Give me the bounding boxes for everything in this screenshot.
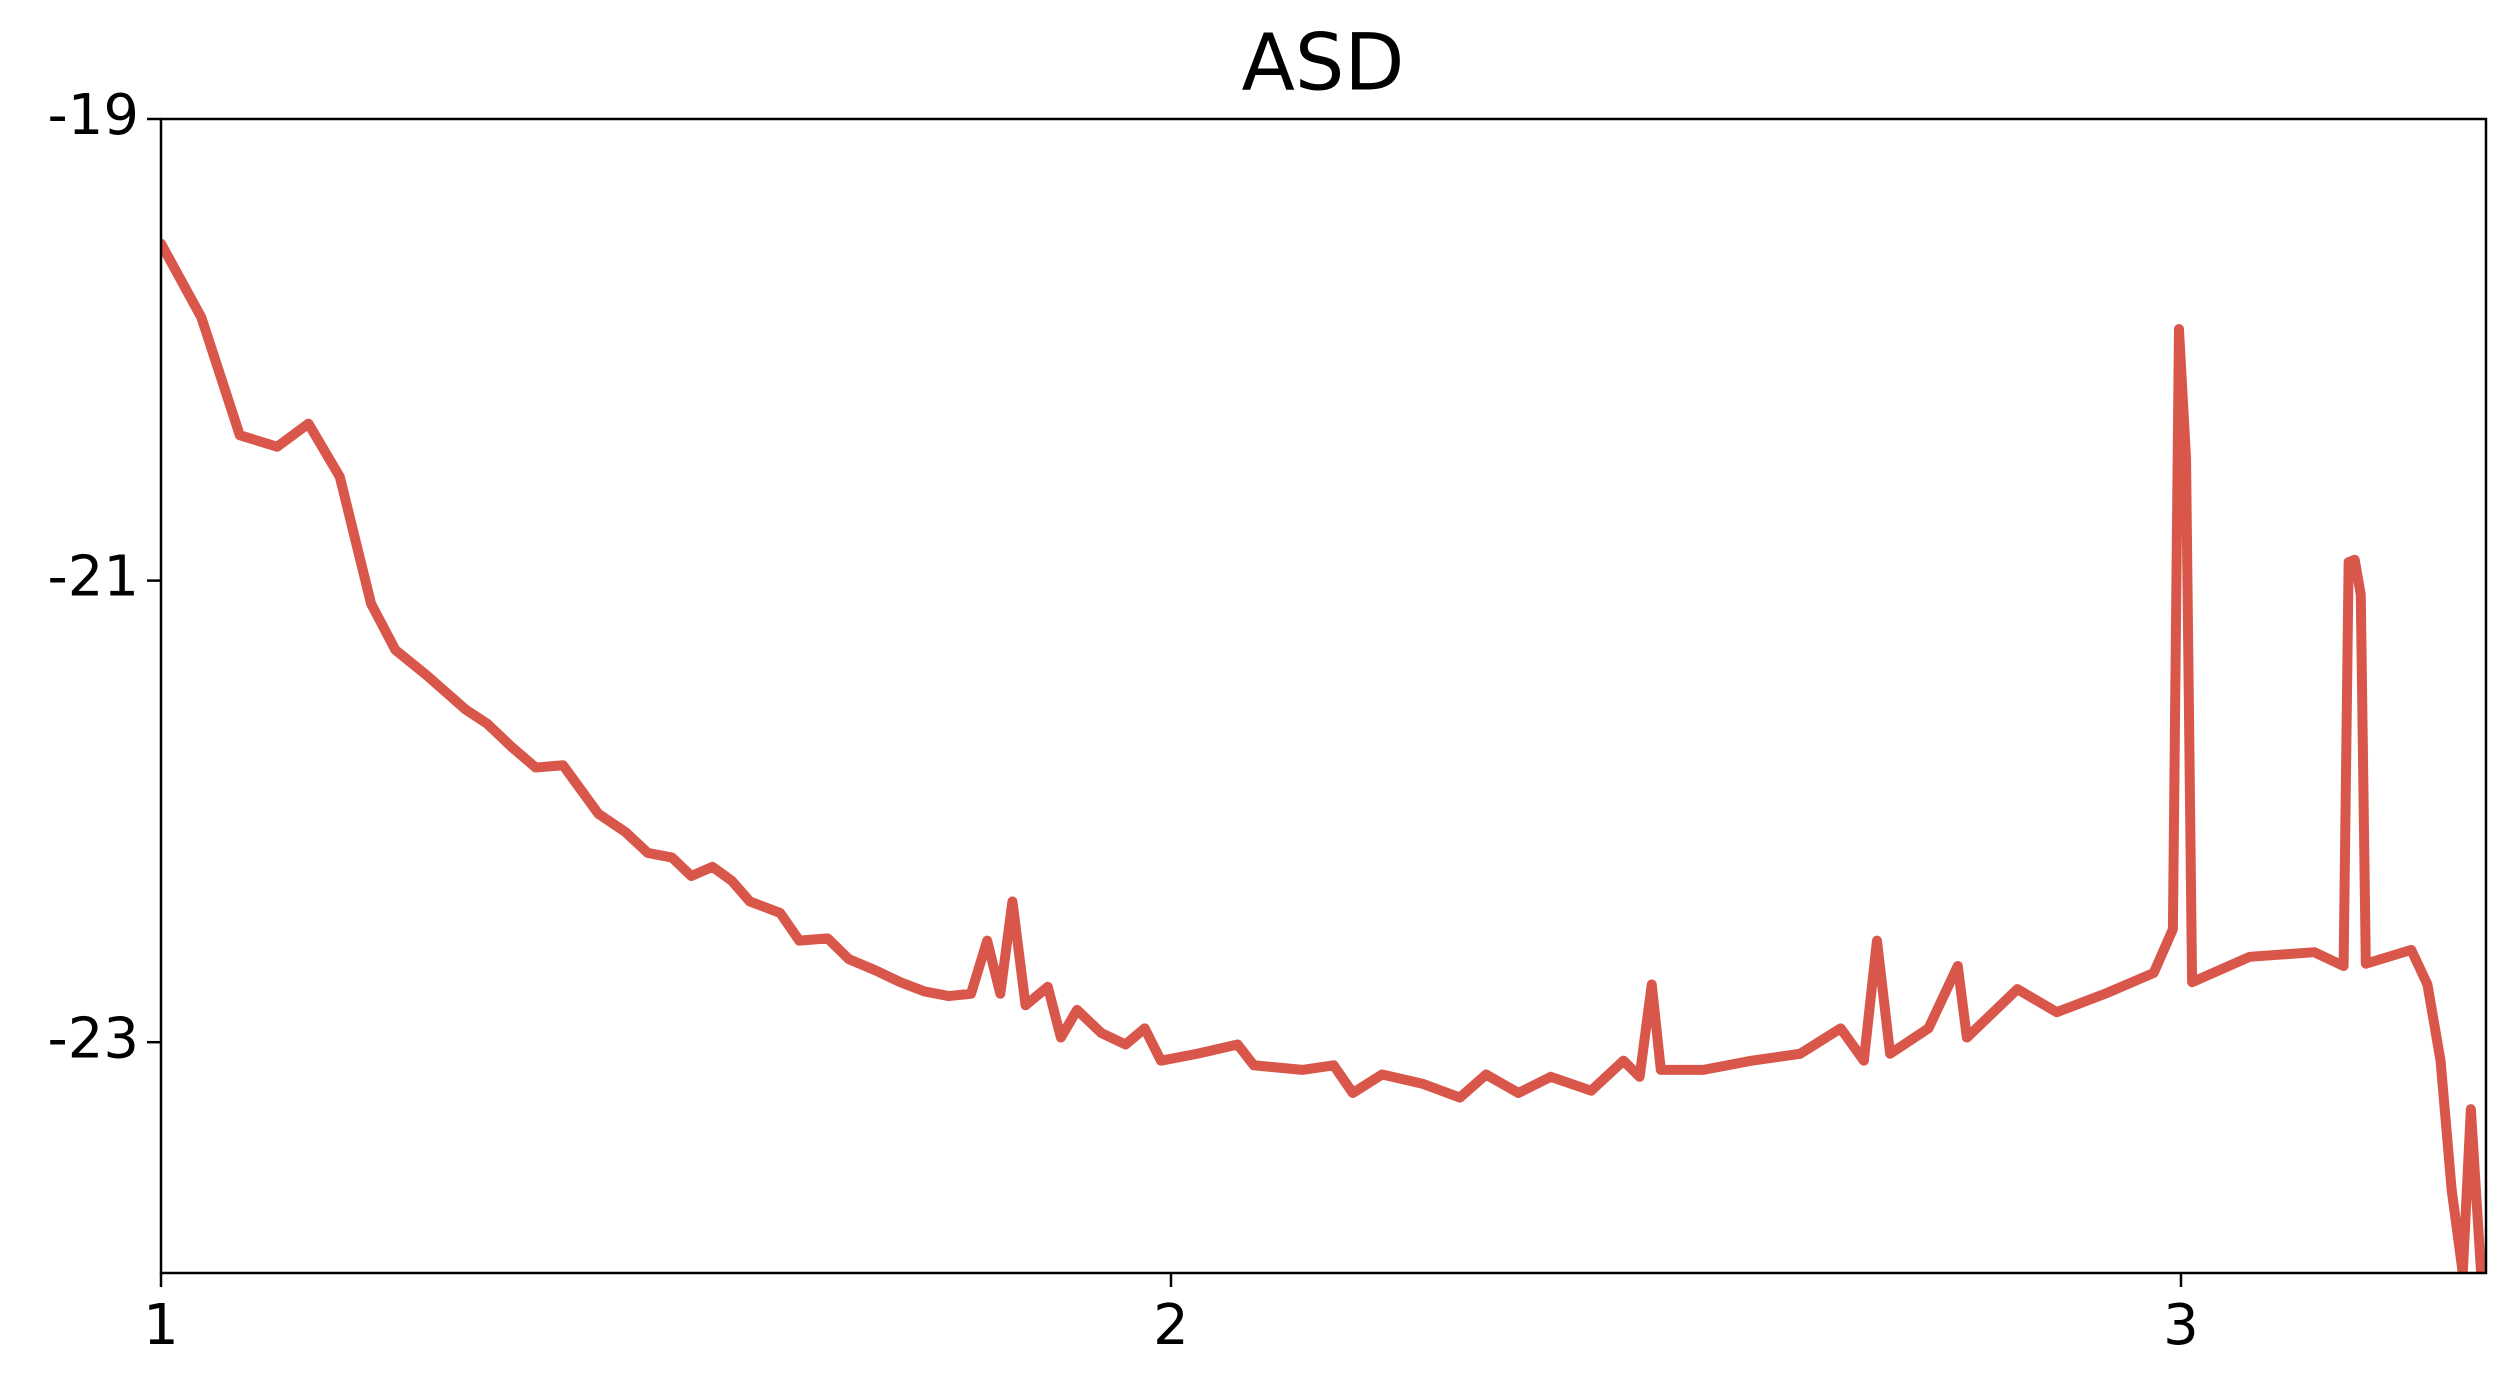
y-tick-label: -19 xyxy=(48,83,139,148)
x-tick-label: 3 xyxy=(2163,1293,2199,1358)
data-line xyxy=(161,238,2486,1273)
y-tick-label: -23 xyxy=(48,1006,139,1071)
plot-area xyxy=(161,238,2486,1273)
x-tick-label: 1 xyxy=(143,1293,179,1358)
plot-frame xyxy=(159,117,2488,1275)
chart-title: ASD xyxy=(1242,18,1405,108)
y-tick-label: -21 xyxy=(48,545,139,610)
x-tick-label: 2 xyxy=(1153,1293,1189,1358)
